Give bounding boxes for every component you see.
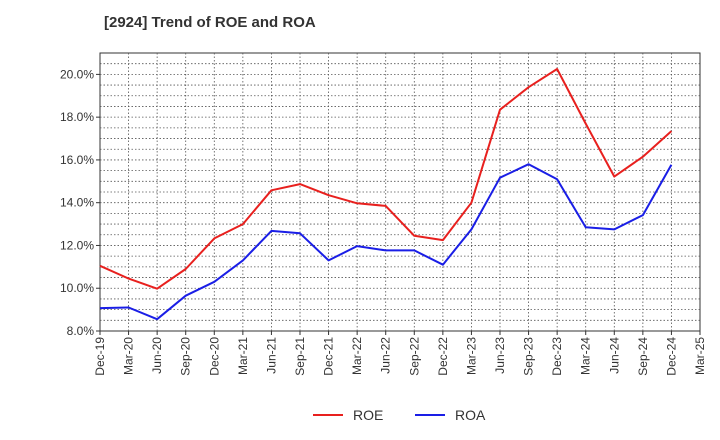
- series-lines: [99, 68, 673, 321]
- legend: ROE ROA: [313, 407, 486, 423]
- series-line-roe: [99, 68, 673, 290]
- y-tick-label: 12.0%: [60, 238, 94, 252]
- x-tick-label: Sep-20: [179, 337, 193, 376]
- x-tick-label: Dec-19: [93, 337, 107, 376]
- x-tick-label: Mar-21: [236, 337, 250, 375]
- grid-lines: [100, 53, 700, 331]
- x-tick-label: Dec-24: [664, 337, 678, 376]
- x-tick-label: Dec-23: [550, 337, 564, 376]
- x-tick-label: Jun-24: [607, 337, 621, 374]
- y-axis: 8.0% 10.0% 12.0% 14.0% 16.0% 18.0% 20.0%: [60, 67, 100, 338]
- x-tick-label: Dec-21: [322, 337, 336, 376]
- y-tick-label: 16.0%: [60, 153, 94, 167]
- x-tick-label: Mar-23: [464, 337, 478, 375]
- y-tick-label: 18.0%: [60, 110, 94, 124]
- x-tick-label: Mar-24: [579, 337, 593, 375]
- x-tick-label: Sep-24: [636, 337, 650, 376]
- x-tick-label: Dec-22: [436, 337, 450, 376]
- plot-area: [99, 52, 701, 332]
- x-tick-label: Sep-22: [407, 337, 421, 376]
- x-tick-label: Jun-22: [379, 337, 393, 374]
- x-tick-label: Mar-25: [693, 337, 707, 375]
- y-tick-label: 14.0%: [60, 196, 94, 210]
- y-tick-label: 10.0%: [60, 281, 94, 295]
- x-tick-label: Dec-20: [207, 337, 221, 376]
- legend-label-roa: ROA: [455, 407, 486, 423]
- x-tick-label: Sep-21: [293, 337, 307, 376]
- x-tick-label: Jun-20: [150, 337, 164, 374]
- x-tick-label: Mar-22: [350, 337, 364, 375]
- chart-title: [2924] Trend of ROE and ROA: [104, 14, 316, 31]
- x-axis: Dec-19 Mar-20 Jun-20 Sep-20 Dec-20 Mar-21 Jun-…: [93, 331, 707, 376]
- x-tick-label: Jun-23: [493, 337, 507, 374]
- y-tick-label: 20.0%: [60, 67, 94, 81]
- series-line-roa: [99, 163, 673, 321]
- x-tick-label: Sep-23: [522, 337, 536, 376]
- x-tick-label: Jun-21: [264, 337, 278, 374]
- x-tick-label: Mar-20: [122, 337, 136, 375]
- legend-label-roe: ROE: [353, 407, 383, 423]
- y-tick-label: 8.0%: [67, 324, 95, 338]
